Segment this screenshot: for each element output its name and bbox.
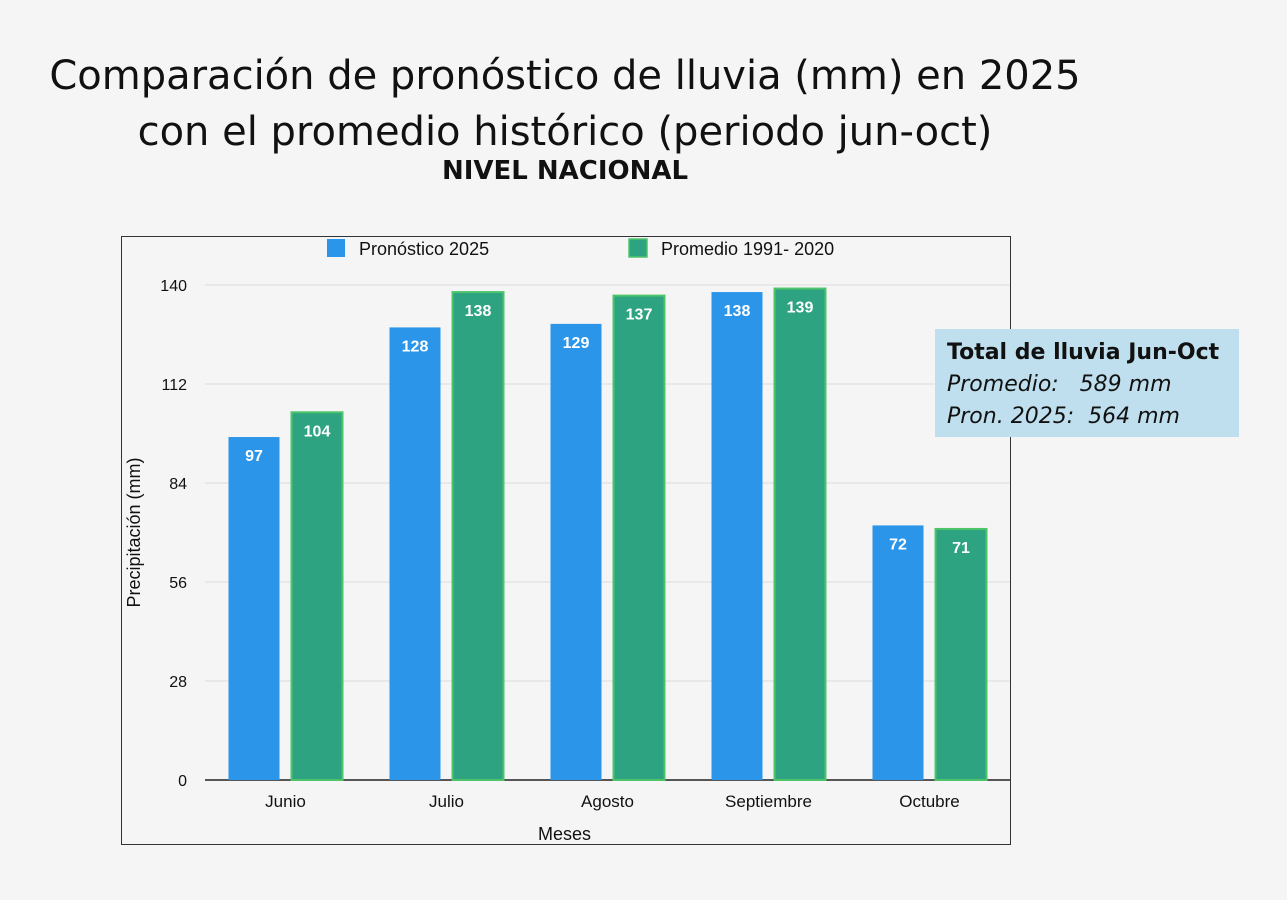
x-tick-label: Julio: [429, 792, 464, 811]
x-tick-label: Agosto: [581, 792, 634, 811]
x-tick-label: Septiembre: [725, 792, 812, 811]
chart-title: Comparación de pronóstico de lluvia (mm)…: [49, 53, 1081, 155]
total-rainfall-heading: Total de lluvia Jun-Oct: [947, 340, 1220, 365]
data-label: 138: [724, 303, 751, 320]
y-tick-label: 84: [169, 476, 187, 493]
bar-promedio: [451, 291, 505, 781]
x-tick-label: Octubre: [899, 792, 959, 811]
total-forecast-line: Pron. 2025: 564 mm: [947, 404, 1180, 429]
x-axis-title: Meses: [538, 824, 591, 844]
total-rainfall-box: Total de lluvia Jun-Oct Promedio: 589 mm…: [935, 329, 1239, 437]
data-label: 138: [465, 303, 492, 320]
data-label: 129: [563, 335, 590, 352]
legend-swatch-pronostico: [327, 239, 345, 257]
y-tick-label: 56: [169, 575, 187, 592]
bar-promedio: [612, 294, 666, 781]
data-label: 128: [402, 338, 429, 355]
data-label: 72: [889, 536, 907, 553]
bar-pronostico: [711, 292, 763, 780]
y-tick-label: 0: [178, 773, 187, 790]
bar-promedio: [773, 287, 827, 782]
total-average-line: Promedio: 589 mm: [947, 372, 1172, 397]
data-label: 97: [245, 448, 263, 465]
data-label: 137: [626, 307, 653, 324]
data-label: 104: [304, 423, 331, 440]
bar-pronostico: [389, 327, 441, 780]
bar-pronostico: [872, 525, 924, 780]
bar-pronostico: [550, 323, 602, 780]
bar-pronostico: [228, 437, 280, 780]
bar-chart: 0 28 56 84 112 140 97 104 Junio 128 138 Julio 129 137…: [124, 238, 1010, 844]
y-tick-label: 112: [161, 377, 187, 394]
y-axis-title: Precipitación (mm): [124, 457, 144, 607]
bar-promedio: [290, 411, 344, 782]
chart-subtitle: NIVEL NACIONAL: [441, 156, 689, 186]
data-label: 139: [787, 300, 814, 317]
legend-swatch-promedio: [628, 238, 648, 258]
y-tick-label: 28: [169, 674, 187, 691]
bar-promedio: [934, 527, 988, 782]
legend-label-pronostico: Pronóstico 2025: [359, 239, 489, 259]
data-label: 71: [952, 540, 970, 557]
chart-container: 0 28 56 84 112 140 97 104 Junio 128 138 Julio 129 137…: [121, 236, 1011, 845]
x-tick-label: Junio: [265, 792, 306, 811]
legend-label-promedio: Promedio 1991- 2020: [661, 239, 834, 259]
y-tick-label: 140: [160, 278, 187, 295]
